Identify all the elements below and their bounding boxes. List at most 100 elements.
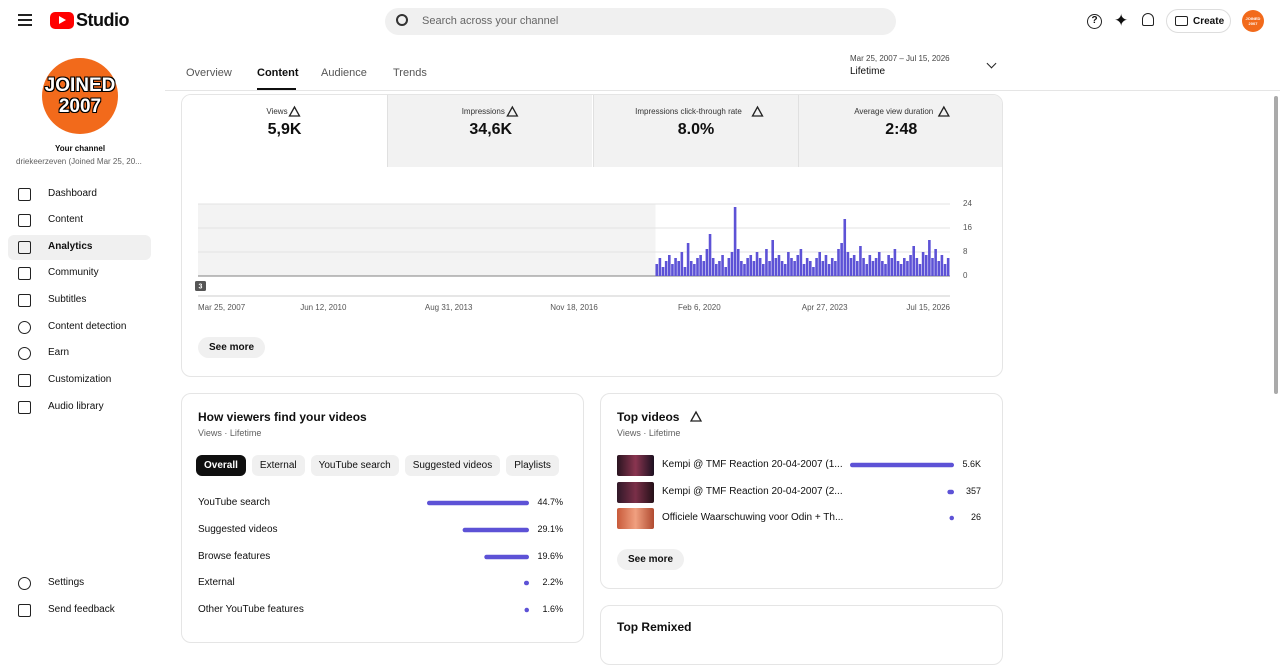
metric-label: Impressions click-through rate bbox=[635, 107, 742, 116]
card-subtitle: Views · Lifetime bbox=[617, 428, 681, 438]
filter-row: Overall External YouTube search Suggested v… bbox=[196, 455, 565, 476]
nav-icon bbox=[18, 294, 31, 307]
nav-item[interactable]: Send feedback bbox=[48, 604, 115, 615]
tab[interactable]: Audience bbox=[321, 67, 367, 79]
value-label: 44.7% bbox=[537, 497, 563, 507]
value-label: 2.2% bbox=[542, 577, 563, 587]
see-more-button[interactable]: See more bbox=[198, 337, 266, 358]
filter-chip[interactable]: Playlists bbox=[506, 455, 559, 476]
filter-chip[interactable]: External bbox=[251, 455, 305, 476]
traffic-card bbox=[181, 393, 584, 643]
tab[interactable]: Content bbox=[257, 67, 299, 79]
video-thumbnail[interactable] bbox=[617, 508, 654, 529]
row-label: Suggested videos bbox=[198, 524, 278, 535]
nav-item[interactable]: Subtitles bbox=[48, 294, 87, 305]
search-placeholder: Search across your channel bbox=[422, 15, 559, 27]
period-dropdown[interactable] bbox=[986, 58, 997, 69]
value-label: 26 bbox=[970, 512, 981, 522]
nav-icon bbox=[18, 188, 31, 201]
sparkle-icon[interactable]: ✦ bbox=[1114, 11, 1129, 30]
row-label[interactable]: Kempi @ TMF Reaction 20-04-2007 (2... bbox=[662, 486, 843, 497]
value-label: 19.6% bbox=[537, 551, 563, 561]
create-icon bbox=[1175, 16, 1188, 26]
top-remixed-card bbox=[600, 605, 1003, 665]
scrollbar[interactable] bbox=[1274, 96, 1278, 394]
tab-underline bbox=[257, 88, 296, 90]
period: Lifetime bbox=[850, 66, 886, 77]
nav-item[interactable]: Dashboard bbox=[48, 188, 97, 199]
metric-value: 34,6K bbox=[469, 121, 513, 138]
nav-item[interactable]: Community bbox=[48, 267, 99, 278]
help-icon[interactable]: ? bbox=[1087, 14, 1102, 29]
channel-avatar-text: JOINED bbox=[44, 75, 116, 96]
metric-label: Views bbox=[266, 107, 288, 116]
nav-icon bbox=[18, 241, 31, 254]
nav-icon bbox=[18, 604, 31, 617]
see-more-button[interactable]: See more bbox=[617, 549, 685, 570]
search-icon bbox=[396, 14, 408, 26]
channel-name: driekeerzeven (Joined Mar 25, 20... bbox=[16, 157, 142, 166]
bell-icon[interactable] bbox=[1142, 13, 1154, 26]
nav-icon bbox=[18, 374, 31, 387]
nav-item[interactable]: Audio library bbox=[48, 401, 104, 412]
metric-value: 5,9K bbox=[267, 121, 302, 138]
logo-text: Studio bbox=[76, 10, 130, 30]
video-thumbnail[interactable] bbox=[617, 482, 654, 503]
account-avatar[interactable]: JOINED 2007 bbox=[1242, 10, 1264, 32]
metric-value: 8.0% bbox=[677, 121, 715, 138]
filter-chip[interactable]: YouTube search bbox=[310, 455, 399, 476]
nav-item[interactable]: Analytics bbox=[48, 241, 93, 252]
metric-tile[interactable]: Views 5,9K bbox=[182, 95, 387, 167]
filter-chip[interactable]: Overall bbox=[196, 455, 246, 476]
account-avatar-text: JOINED bbox=[1245, 16, 1261, 21]
create-button[interactable]: Create bbox=[1166, 9, 1231, 33]
tab[interactable]: Overview bbox=[186, 67, 232, 79]
row-label: External bbox=[198, 577, 235, 588]
nav-icon bbox=[18, 401, 31, 414]
nav-icon bbox=[18, 347, 31, 360]
tab[interactable]: Trends bbox=[393, 67, 427, 79]
row-label: YouTube search bbox=[198, 497, 271, 508]
logo-icon[interactable] bbox=[50, 12, 74, 29]
nav-item[interactable]: Content detection bbox=[48, 321, 127, 332]
nav-item[interactable]: Earn bbox=[48, 347, 70, 358]
card-title: How viewers find your videos bbox=[198, 410, 367, 424]
account-avatar-text: 2007 bbox=[1248, 21, 1258, 26]
row-label[interactable]: Officiele Waarschuwing voor Odin + Th... bbox=[662, 512, 844, 523]
row-label[interactable]: Kempi @ TMF Reaction 20-04-2007 (1... bbox=[662, 459, 843, 470]
top-remixed-title: Top Remixed bbox=[617, 620, 692, 634]
page: Studio Search across your channel ? ✦ Cr… bbox=[8, 8, 1280, 665]
filter-chip[interactable]: Suggested videos bbox=[404, 455, 501, 476]
row-label: Other YouTube features bbox=[198, 604, 304, 615]
nav-icon bbox=[18, 577, 31, 590]
metric-tile[interactable]: Impressions click-through rate 8.0% bbox=[592, 95, 798, 167]
nav-icon bbox=[18, 214, 31, 227]
metric-value: 2:48 bbox=[885, 121, 918, 138]
metric-tile[interactable]: Impressions 34,6K bbox=[387, 95, 593, 167]
menu-icon[interactable] bbox=[18, 14, 32, 26]
channel-avatar-text: 2007 bbox=[58, 96, 102, 117]
row-label: Browse features bbox=[198, 551, 271, 562]
nav-active-bg bbox=[8, 235, 151, 260]
video-thumbnail[interactable] bbox=[617, 455, 654, 476]
value-label: 5.6K bbox=[962, 459, 981, 469]
nav-item[interactable]: Content bbox=[48, 214, 84, 225]
date-range: Mar 25, 2007 – Jul 15, 2026 bbox=[850, 54, 950, 63]
card-subtitle: Views · Lifetime bbox=[198, 428, 262, 438]
value-label: 29.1% bbox=[537, 524, 563, 534]
value-label: 357 bbox=[965, 486, 981, 496]
nav-item[interactable]: Settings bbox=[48, 577, 85, 588]
value-label: 1.6% bbox=[542, 604, 563, 614]
overview-card: Views 5,9K Impressions 34,6K Impressions cli… bbox=[181, 94, 1003, 377]
card-title: Top videos bbox=[617, 410, 680, 424]
channel-avatar[interactable]: JOINED 2007 bbox=[42, 58, 118, 134]
nav-item[interactable]: Customization bbox=[48, 374, 112, 385]
metric-label: Impressions bbox=[461, 107, 505, 116]
metric-tile[interactable]: Average view duration 2:48 bbox=[797, 95, 1002, 167]
nav-icon bbox=[18, 267, 31, 280]
create-label: Create bbox=[1193, 16, 1225, 27]
search-box[interactable]: Search across your channel bbox=[385, 8, 896, 35]
channel-label: Your channel bbox=[54, 144, 106, 153]
nav-icon bbox=[18, 321, 31, 334]
divider bbox=[165, 90, 1280, 91]
